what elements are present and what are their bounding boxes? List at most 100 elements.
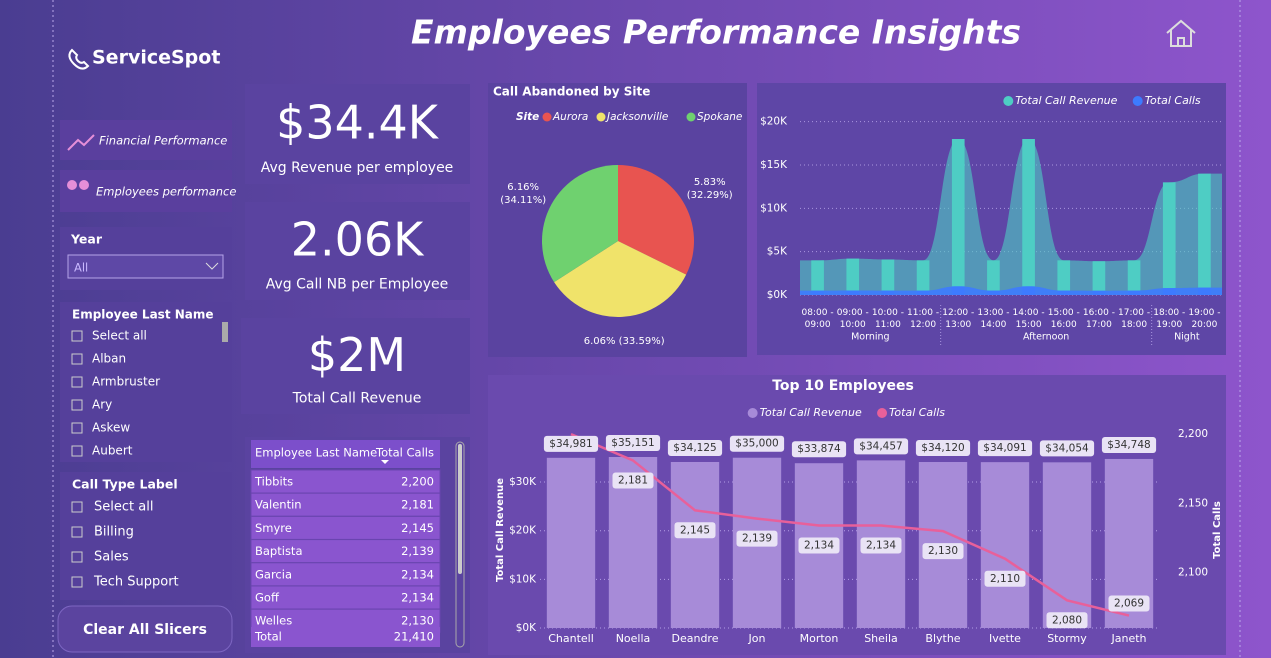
- ribbon-bar: [951, 286, 965, 295]
- data-label: $34,054: [1045, 442, 1089, 454]
- x-group-label: Morning: [851, 332, 889, 343]
- legend-swatch: [596, 112, 606, 122]
- legend-label: Spokane: [697, 111, 742, 123]
- x-tick-label: Janeth: [1110, 632, 1146, 645]
- x-tick-label: 13:00 -14:00: [977, 308, 1009, 330]
- data-label: $34,748: [1107, 439, 1150, 451]
- kpi-value: $34.4K: [276, 96, 440, 150]
- data-label: 2,181: [618, 474, 648, 486]
- ribbon-bar: [1057, 260, 1071, 295]
- ribbon-bar: [811, 290, 824, 295]
- x-tick-label: Deandre: [672, 632, 719, 645]
- bar: [980, 462, 1030, 628]
- label-box: [543, 435, 599, 452]
- option-label: Alban: [92, 352, 126, 366]
- y-tick-label: $0K: [516, 622, 537, 634]
- cell: 2,134: [401, 567, 434, 581]
- legend-label: Total Calls: [1145, 94, 1201, 107]
- checkbox[interactable]: [71, 526, 83, 538]
- cell: Baptista: [255, 544, 303, 558]
- label-box: [853, 438, 909, 455]
- y-tick-label: $20K: [509, 525, 537, 537]
- nav-button[interactable]: [60, 170, 232, 212]
- label-box: [667, 439, 723, 456]
- legend-swatch: [877, 408, 888, 418]
- checkbox[interactable]: [71, 376, 83, 388]
- y-tick-label: $10K: [509, 573, 537, 585]
- scrollbar[interactable]: [455, 441, 465, 648]
- ribbon-bar: [1092, 261, 1106, 295]
- y2-axis-title: Total Calls: [1212, 501, 1223, 559]
- nav-icon: [79, 180, 89, 190]
- x-tick-label: 09:00 -10:00: [837, 308, 869, 330]
- data-label: $34,981: [549, 438, 592, 450]
- ribbon-bar: [1162, 288, 1176, 295]
- ribbon-bar: [1162, 182, 1176, 295]
- x-group-label: Afternoon: [1023, 332, 1069, 343]
- y-tick-label: $30K: [509, 476, 537, 488]
- y-tick-label: $15K: [760, 159, 788, 171]
- cell: 2,130: [401, 614, 434, 628]
- checkbox[interactable]: [71, 501, 83, 513]
- clear-button[interactable]: [57, 605, 233, 653]
- data-label: 2,134: [866, 540, 896, 552]
- legend-label: Total Calls: [889, 406, 945, 419]
- slicer-title: Year: [70, 232, 103, 247]
- ribbon-bar: [1057, 290, 1071, 295]
- data-label: 2,130: [928, 545, 958, 557]
- call-type-slicer: [60, 472, 232, 600]
- legend-label: Total Call Revenue: [760, 406, 862, 419]
- x-tick-label: Chantell: [548, 632, 594, 645]
- data-label: 2,110: [990, 573, 1020, 585]
- ribbon-bar: [987, 260, 1000, 295]
- y-tick-label: $10K: [760, 202, 788, 214]
- label-box: [915, 440, 971, 457]
- data-label: $34,457: [859, 440, 902, 452]
- legend-swatch: [542, 112, 552, 122]
- kpi-card: [245, 84, 470, 184]
- chart-title: Call Abandoned by Site: [493, 85, 650, 99]
- x-tick-label: 15:00 -16:00: [1048, 308, 1080, 330]
- slice-label: 5.83% (32.29%): [687, 177, 733, 201]
- y2-tick-label: 2,100: [1178, 567, 1208, 579]
- x-tick-label: Ivette: [989, 632, 1021, 645]
- ribbon-bar: [1022, 139, 1035, 295]
- kpi-value: $2M: [308, 328, 406, 382]
- checkbox[interactable]: [71, 445, 83, 457]
- phone-icon: [68, 48, 90, 70]
- dropdown[interactable]: [67, 254, 224, 279]
- kpi-card: [245, 202, 470, 300]
- option-label: Ary: [92, 398, 112, 412]
- legend-swatch: [1003, 96, 1014, 106]
- y-tick-label: $20K: [760, 116, 788, 128]
- ribbon-bar: [1022, 286, 1035, 295]
- cell: 2,134: [401, 591, 434, 605]
- legend-label: Jacksonville: [605, 111, 668, 123]
- data-label: $33,874: [797, 443, 841, 455]
- x-tick-label: 12:00 -13:00: [942, 308, 974, 330]
- label-box: [605, 434, 661, 451]
- ribbon-bar: [987, 290, 1000, 295]
- nav-label: Financial Performance: [99, 134, 227, 148]
- checkbox[interactable]: [71, 330, 83, 342]
- nav-icon: [67, 134, 95, 151]
- checkbox[interactable]: [71, 399, 83, 411]
- area: [800, 139, 1222, 295]
- label-box: [984, 570, 1026, 587]
- label-box: [1108, 595, 1150, 612]
- data-label: 2,069: [1114, 598, 1144, 610]
- option-label: Aubert: [92, 444, 133, 458]
- data-label: $34,125: [673, 442, 716, 454]
- cell: Garcia: [255, 567, 292, 581]
- x-tick-label: 10:00 -11:00: [872, 308, 904, 330]
- checkbox[interactable]: [71, 422, 83, 434]
- label-box: [922, 543, 964, 560]
- checkbox[interactable]: [71, 576, 83, 588]
- x-tick-label: 19:00 -20:00: [1188, 308, 1220, 330]
- checkbox[interactable]: [71, 353, 83, 365]
- home-button[interactable]: [1166, 19, 1196, 47]
- x-tick-label: Morton: [800, 632, 839, 645]
- checkbox[interactable]: [71, 551, 83, 563]
- x-tick-label: 11:00 -12:00: [907, 308, 939, 330]
